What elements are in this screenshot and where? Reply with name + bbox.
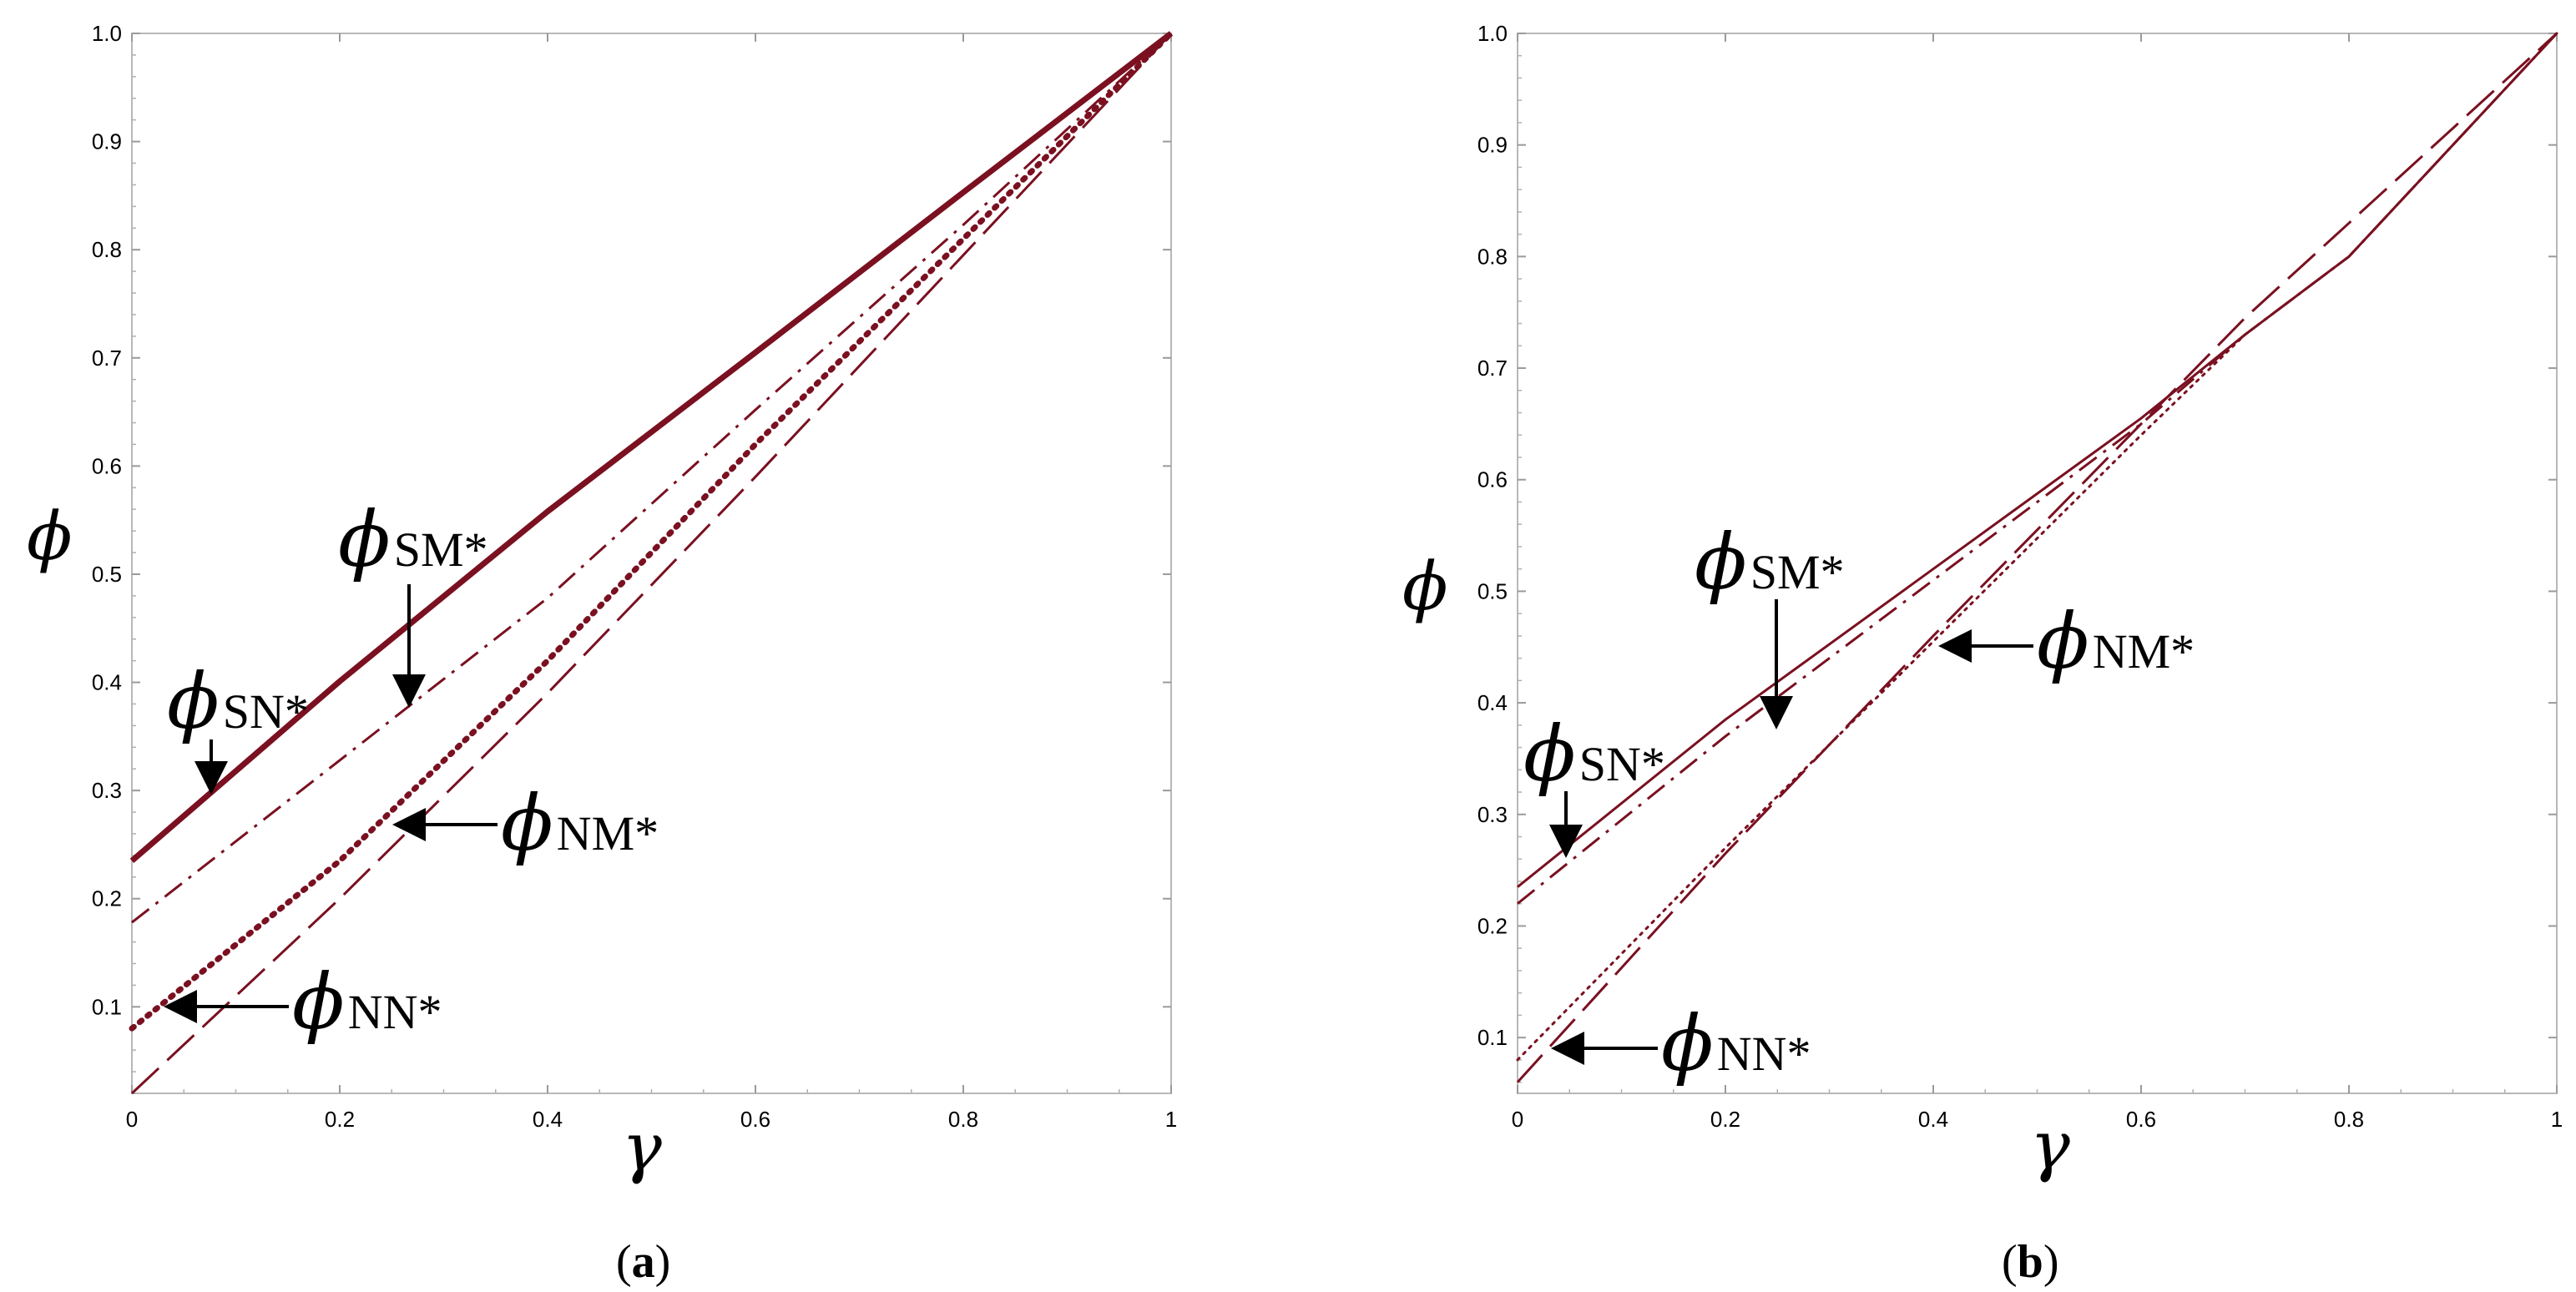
y-tick-label: 0.7 [1477, 356, 1508, 381]
y-axis-label-a: ϕ [27, 497, 73, 575]
series-line-dotted [1516, 32, 2558, 1062]
annotation-symbol: ϕ [292, 957, 345, 1047]
x-tick-label: 0 [126, 1107, 138, 1132]
y-tick-label: 0.8 [1477, 244, 1508, 269]
series-line-solid [1517, 32, 2558, 888]
y-tick-label: 0.3 [92, 778, 122, 803]
annotation-symbol: ϕ [2037, 597, 2089, 686]
series-line-long-dash [130, 32, 1173, 1095]
y-tick-label: 0.5 [1477, 578, 1508, 603]
series-line-solid-thick [129, 31, 1174, 864]
y-tick-label: 0.2 [1477, 913, 1508, 938]
panel-caption-b: (b) [2002, 1236, 2058, 1288]
annotation-nn-b: ϕNN* [1551, 999, 1811, 1088]
x-axis-a: 0 0.2 0.4 0.6 0.8 1 [126, 33, 1177, 1132]
x-tick-label: 0.4 [1918, 1107, 1948, 1132]
y-tick-label: 0.1 [92, 994, 122, 1019]
annotation-subscript: SM* [394, 522, 488, 577]
x-tick-label: 0.6 [2126, 1107, 2156, 1132]
y-tick-label: 1.0 [92, 21, 122, 46]
series-group-b [1516, 32, 2558, 1083]
svg-text:ϕSN*: ϕSN* [167, 657, 309, 746]
svg-text:ϕSM*: ϕSM* [1695, 517, 1845, 607]
annotation-sm-b: ϕSM* [1695, 517, 1845, 729]
y-axis-b: 0.1 0.2 0.3 0.4 0.5 0.6 0.7 0.8 0.9 1.0 [1477, 21, 2557, 1083]
panel-caption-a: (a) [616, 1236, 670, 1288]
annotation-sm-a: ϕSM* [338, 495, 488, 708]
x-axis-label-b: γ [2030, 1107, 2070, 1184]
annotation-subscript: NM* [557, 806, 659, 860]
annotation-symbol: ϕ [501, 779, 553, 868]
y-axis-label-b: ϕ [1402, 548, 1448, 625]
x-tick-label: 0.8 [2334, 1107, 2364, 1132]
series-group-a [129, 30, 1174, 1095]
annotation-symbol: ϕ [1695, 517, 1747, 607]
panel-a: 0.10.20.30.40.50.60.70.80.91.0 0 0.2 0.4 0.… [27, 21, 1177, 1288]
x-tick-label: 0.2 [1710, 1107, 1740, 1132]
y-tick-label: 0.4 [1477, 690, 1508, 715]
svg-text:ϕSM*: ϕSM* [338, 495, 488, 584]
y-tick-label: 0.4 [92, 670, 122, 695]
annotation-subscript: SN* [223, 684, 309, 739]
annotation-subscript: NM* [2093, 624, 2195, 679]
y-tick-label: 0.9 [1477, 133, 1508, 158]
y-tick-label: 0.9 [92, 129, 122, 154]
plot-frame-b [1517, 33, 2558, 1094]
y-tick-label: 1.0 [1477, 21, 1508, 46]
y-tick-label: 0.8 [92, 237, 122, 262]
svg-text:ϕNM*: ϕNM* [501, 779, 659, 868]
y-tick-label: 0.7 [92, 346, 122, 371]
x-axis-label-a: γ [622, 1108, 662, 1186]
annotation-symbol: ϕ [1523, 709, 1576, 799]
x-tick-label: 1 [2551, 1107, 2563, 1132]
annotation-subscript: NN* [348, 985, 442, 1039]
annotation-symbol: ϕ [1661, 999, 1714, 1088]
annotation-subscript: SM* [1750, 545, 1845, 599]
y-tick-label: 0.5 [92, 562, 122, 587]
annotation-nn-a: ϕNN* [164, 957, 442, 1047]
y-tick-label: 0.3 [1477, 802, 1508, 827]
annotation-nm-b: ϕNM* [1938, 597, 2195, 686]
y-tick-label: 0.6 [1477, 467, 1508, 492]
annotation-nm-a: ϕNM* [392, 779, 659, 868]
svg-text:ϕNM*: ϕNM* [2037, 597, 2195, 686]
svg-text:ϕNN*: ϕNN* [292, 957, 442, 1047]
svg-text:ϕSN*: ϕSN* [1523, 709, 1665, 799]
y-tick-label: 0.2 [92, 886, 122, 911]
x-tick-label: 0.8 [948, 1107, 978, 1132]
svg-text:ϕNN*: ϕNN* [1661, 999, 1811, 1088]
x-tick-label: 0.6 [740, 1107, 770, 1132]
x-axis-b: 0 0.2 0.4 0.6 0.8 1 [1512, 33, 2563, 1132]
plot-frame-a [131, 33, 1172, 1094]
y-tick-label: 0.6 [92, 453, 122, 478]
annotation-symbol: ϕ [338, 495, 391, 584]
annotation-sn-b: ϕSN* [1523, 709, 1665, 858]
series-line-dash-dot [1517, 32, 2558, 905]
x-tick-label: 0.4 [533, 1107, 563, 1132]
annotation-subscript: NN* [1717, 1027, 1811, 1081]
annotation-subscript: SN* [1579, 737, 1665, 791]
y-axis-a: 0.1 0.2 0.3 0.4 0.5 0.6 0.7 0.8 0.9 1.0 [92, 21, 1171, 1094]
y-tick-label: 0.1 [1477, 1025, 1508, 1050]
annotation-symbol: ϕ [167, 657, 220, 746]
series-line-dash-dot [131, 32, 1173, 924]
series-line-dotted-thick [129, 30, 1174, 1032]
x-tick-label: 0 [1512, 1107, 1523, 1132]
x-tick-label: 0.2 [325, 1107, 355, 1132]
annotation-sn-a: ϕSN* [167, 657, 309, 795]
x-tick-label: 1 [1165, 1107, 1177, 1132]
panel-b: 0.10.20.30.40.50.60.70.80.91.0 0 0.2 0.4 0.… [1402, 21, 2563, 1288]
series-line-long-dash [1516, 32, 2558, 1083]
